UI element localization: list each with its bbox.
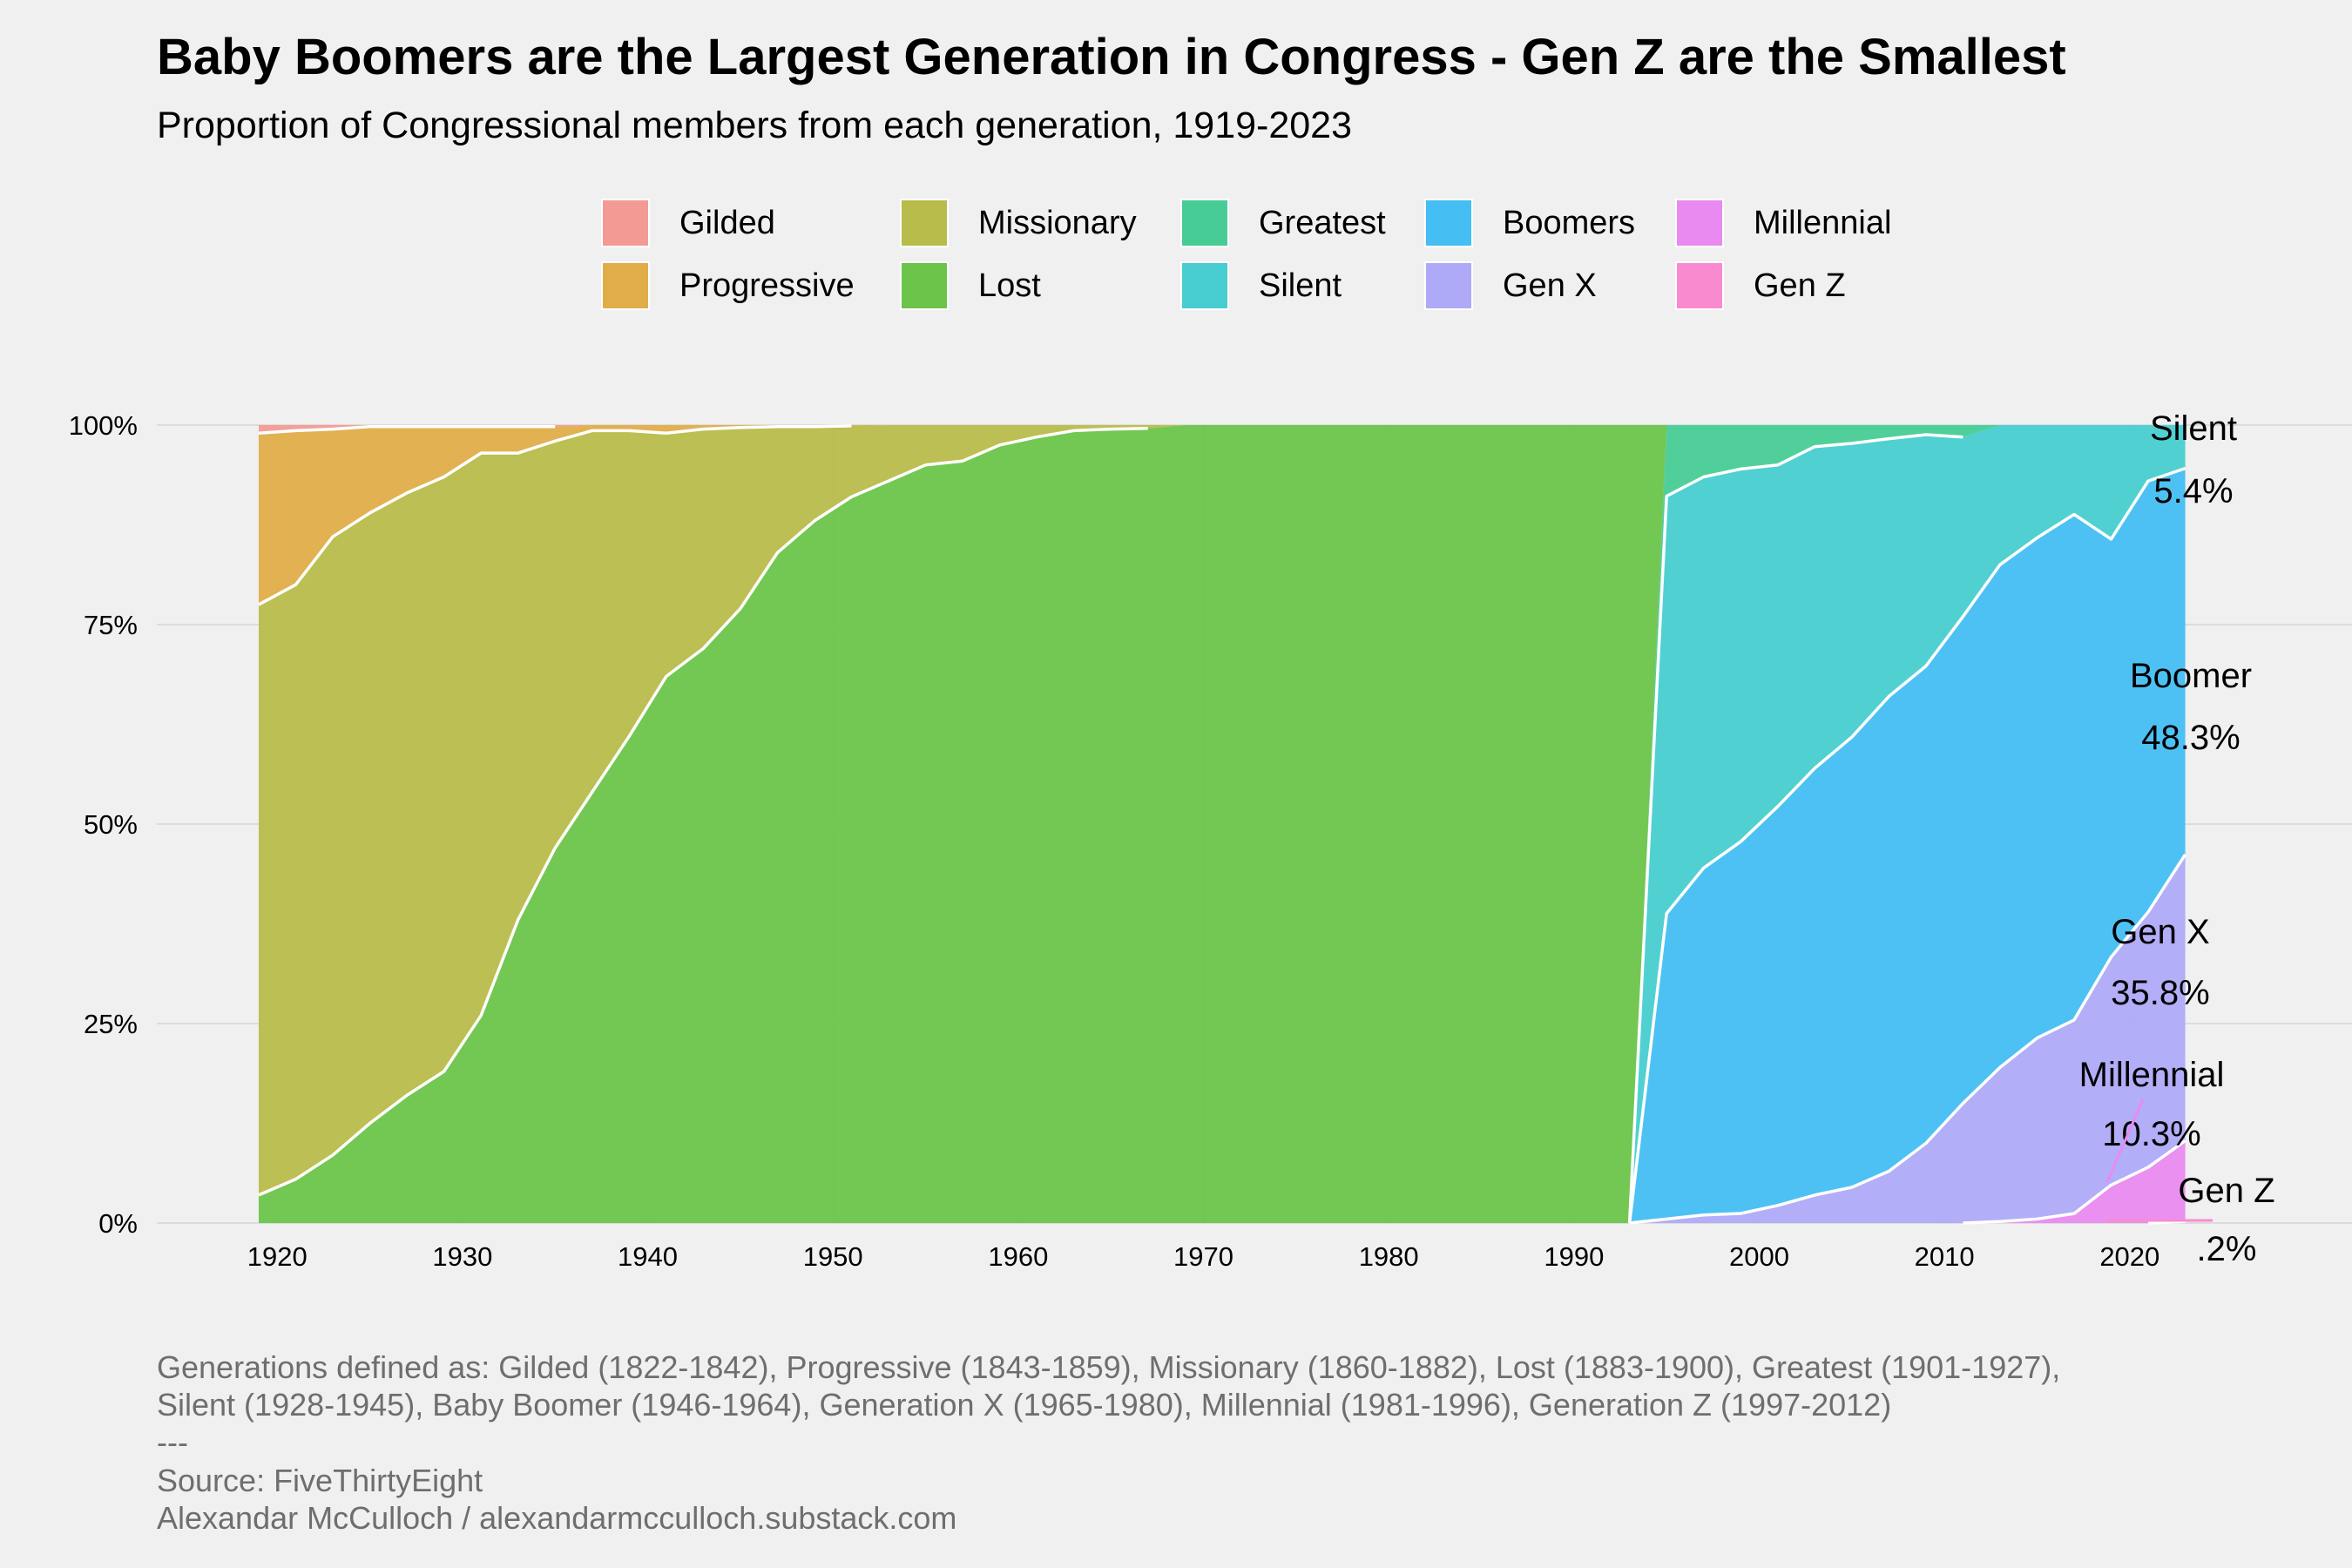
y-tick-label: 25%: [84, 1009, 138, 1039]
legend-label: Gilded: [679, 204, 775, 241]
annotation-value: 48.3%: [2141, 719, 2240, 757]
x-tick-label: 1950: [803, 1241, 863, 1272]
area-layer: [259, 425, 2186, 1223]
x-tick-label: 2010: [1915, 1241, 1975, 1272]
area-missionary: [259, 425, 2186, 1195]
legend-swatch: [601, 199, 650, 247]
boundary-layer: [258, 424, 2187, 1225]
area-progressive: [259, 425, 2186, 605]
annotation-value: 5.4%: [2153, 472, 2233, 510]
annotation-label: Boomer: [2130, 657, 2252, 695]
chart-caption: Generations defined as: Gilded (1822-184…: [157, 1348, 2060, 1537]
x-tick-label: 1940: [618, 1241, 678, 1272]
annotation-value: .2%: [2197, 1230, 2257, 1268]
legend-item-gen-x: Gen X: [1424, 259, 1597, 313]
legend-label: Missionary: [978, 204, 1137, 241]
annotation-value: 10.3%: [2102, 1115, 2200, 1153]
y-tick-label: 75%: [84, 610, 138, 640]
legend-item-missionary: Missionary: [900, 196, 1137, 250]
boundary-boomers: [1627, 466, 2186, 1224]
legend-label: Gen Z: [1754, 267, 1846, 304]
legend-label: Greatest: [1259, 204, 1386, 241]
legend-swatch: [1180, 199, 1229, 247]
x-tick-label: 1990: [1544, 1241, 1604, 1272]
boundary-progressive: [258, 425, 556, 435]
legend-label: Boomers: [1503, 204, 1636, 241]
annotation-leader: [2105, 1098, 2145, 1183]
legend-swatch: [1424, 261, 1473, 310]
annotation-label: Millennial: [2079, 1056, 2225, 1094]
legend-label: Millennial: [1754, 204, 1892, 241]
legend-swatch: [1675, 261, 1724, 310]
boundary-lost: [258, 426, 1148, 1197]
caption-line: Generations defined as: Gilded (1822-184…: [157, 1349, 2061, 1385]
legend-item-gilded: Gilded: [601, 196, 775, 250]
annotation-label: Gen Z: [2178, 1172, 2274, 1210]
legend-item-millennial: Millennial: [1675, 196, 1891, 250]
area-boomers: [259, 468, 2186, 1223]
x-tick-label: 1970: [1173, 1241, 1233, 1272]
caption-line: Alexandar McCulloch / alexandarmcculloch…: [157, 1499, 957, 1536]
legend-label: Lost: [978, 267, 1041, 304]
x-tick-label: 2000: [1729, 1241, 1789, 1272]
annotation-label: Silent: [2150, 409, 2237, 448]
legend-item-gen-z: Gen Z: [1675, 259, 1846, 313]
legend-swatch: [1180, 261, 1229, 310]
legend-swatch: [601, 261, 650, 310]
y-tick-label: 0%: [98, 1208, 138, 1239]
legend-label: Silent: [1259, 267, 1342, 304]
legend-swatch: [1424, 199, 1473, 247]
caption-line: ---: [157, 1424, 188, 1461]
boundary-gen-x: [1629, 853, 2187, 1225]
annotation-layer: Silent 5.4% Boomer 48.3% Gen X 35.8% Millennia…: [2079, 409, 2275, 1268]
x-tick-label: 1930: [432, 1241, 492, 1272]
legend-item-lost: Lost: [900, 259, 1041, 313]
x-tick-label: 1960: [988, 1241, 1048, 1272]
boundary-millennial: [1963, 1139, 2186, 1225]
x-tick-label: 1980: [1359, 1241, 1419, 1272]
stacked-area-chart: 0% 25% 50% 75% 100% 1920 1930 1940 1950 1960 1970 1…: [69, 409, 2352, 1272]
x-tick-label: 2020: [2099, 1241, 2159, 1272]
legend-item-greatest: Greatest: [1180, 196, 1386, 250]
x-tick-label: 1920: [247, 1241, 308, 1272]
y-tick-label: 50%: [84, 809, 138, 840]
legend-item-silent: Silent: [1180, 259, 1342, 313]
legend-label: Progressive: [679, 267, 855, 304]
y-tick-label: 100%: [69, 410, 138, 441]
legend-swatch: [1675, 199, 1724, 247]
chart-subtitle: Proportion of Congressional members from…: [157, 105, 1353, 146]
area-lost: [259, 425, 2186, 1223]
legend-swatch: [900, 199, 949, 247]
annotation-label: Gen X: [2111, 913, 2209, 951]
annotation-value: 35.8%: [2111, 974, 2209, 1012]
caption-line: Silent (1928-1945), Baby Boomer (1946-19…: [157, 1387, 1892, 1423]
legend-item-boomers: Boomers: [1424, 196, 1635, 250]
caption-line: Source: FiveThirtyEight: [157, 1462, 483, 1498]
boundary-missionary: [258, 424, 852, 606]
legend-swatch: [900, 261, 949, 310]
area-silent: [259, 425, 2186, 1223]
boundary-silent: [1627, 433, 1963, 1224]
legend-item-progressive: Progressive: [601, 259, 855, 313]
chart-title: Baby Boomers are the Largest Generation …: [157, 29, 2066, 85]
area-gen-x: [259, 854, 2186, 1223]
legend-label: Gen X: [1503, 267, 1597, 304]
chart-legend: Gilded Missionary Greatest Boomers Millennia…: [601, 196, 1943, 322]
